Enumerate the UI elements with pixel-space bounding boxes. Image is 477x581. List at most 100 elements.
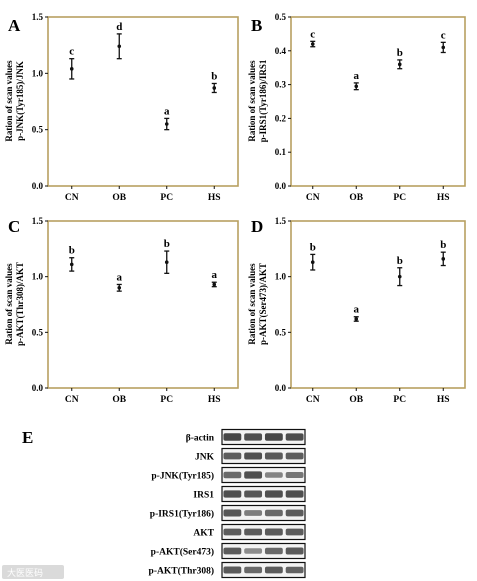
- blot-band: [223, 547, 242, 555]
- y-axis-label-line: Ration of scan values: [247, 263, 257, 345]
- blot-strip: [221, 428, 306, 446]
- blot-band: [285, 509, 304, 517]
- blot-row-label: p-AKT(Thr308): [149, 566, 214, 577]
- blot-band: [244, 566, 263, 574]
- plot-frame: [47, 220, 239, 389]
- y-axis-label-line: p-AKT(Ser473)/AKT: [258, 263, 268, 345]
- category-label: PC: [393, 193, 406, 203]
- data-point: [117, 44, 122, 49]
- blot-band: [244, 452, 263, 460]
- blot-band: [285, 433, 304, 441]
- y-tick-label: 0.5: [32, 327, 44, 337]
- y-tick-label: 1.5: [32, 12, 44, 22]
- blot-band: [223, 490, 242, 498]
- panel-letter: A: [8, 16, 21, 35]
- y-tick-label: 0.0: [275, 383, 287, 393]
- watermark-text: 大医医码: [7, 567, 43, 579]
- blot-band: [285, 547, 304, 555]
- significance-letter: b: [310, 241, 316, 253]
- category-label: HS: [208, 193, 221, 203]
- blot-strip: [221, 447, 306, 465]
- blot-band: [264, 509, 283, 517]
- blot-band: [264, 433, 283, 441]
- y-tick-label: 0.5: [275, 12, 287, 22]
- panel-letter: B: [251, 16, 262, 35]
- y-axis-label-line: p-JNK(Tyr185)/JNK: [15, 61, 25, 141]
- category-label: OB: [112, 193, 126, 203]
- y-tick-label: 0.3: [275, 80, 287, 90]
- blot-band: [285, 472, 304, 478]
- panel-letter: E: [22, 428, 33, 447]
- y-tick-label: 1.5: [32, 216, 44, 226]
- blot-band: [285, 452, 304, 460]
- significance-letter: b: [164, 238, 170, 250]
- blot-band: [264, 472, 283, 478]
- data-point: [164, 260, 169, 264]
- blot-row-label: p-JNK(Tyr185): [151, 471, 214, 482]
- data-point: [310, 260, 315, 264]
- blot-band: [244, 490, 263, 498]
- blot-band: [223, 528, 242, 536]
- blot-row-label: IRS1: [193, 491, 214, 501]
- y-axis-label-line: p-IRS1(Tyr186)/IRS1: [258, 59, 268, 142]
- data-point: [354, 317, 359, 321]
- data-point: [212, 282, 217, 287]
- y-tick-label: 0.4: [275, 46, 287, 56]
- blot-band: [244, 433, 263, 441]
- category-label: HS: [208, 395, 221, 405]
- chart-panel-b: B 0.0 0.1 0.2 0.3 0.4 0.5 Ration of scan values…: [247, 12, 466, 203]
- blot-row-label: JNK: [195, 453, 215, 463]
- category-label: HS: [437, 395, 450, 405]
- category-label: OB: [349, 395, 363, 405]
- plot-frame: [47, 16, 239, 187]
- blot-band: [223, 566, 242, 574]
- watermark: 大医医码: [2, 565, 64, 579]
- y-axis-label: Ration of scan valuesp-IRS1(Tyr186)/IRS1: [247, 59, 268, 142]
- blot-band: [285, 490, 304, 498]
- y-axis-label-line: Ration of scan values: [4, 263, 14, 345]
- y-axis-label: Ration of scan valuesp-AKT(Thr308)/AKT: [4, 262, 25, 346]
- watermark-background: [2, 565, 64, 579]
- significance-letter: b: [211, 70, 217, 82]
- category-label: HS: [437, 193, 450, 203]
- category-label: OB: [112, 395, 126, 405]
- category-label: PC: [393, 395, 406, 405]
- data-point: [212, 86, 217, 90]
- y-axis-label-line: Ration of scan values: [247, 60, 257, 142]
- y-tick-label: 1.5: [275, 216, 287, 226]
- significance-letter: a: [117, 271, 123, 283]
- panel-letter: D: [251, 217, 263, 236]
- blot-row-label: β-actin: [186, 434, 215, 444]
- significance-letter: b: [440, 239, 446, 251]
- category-label: PC: [160, 193, 173, 203]
- data-point: [69, 67, 74, 71]
- blot-row-label: p-AKT(Ser473): [151, 547, 214, 558]
- y-axis-label: Ration of scan valuesp-JNK(Tyr185)/JNK: [4, 60, 25, 142]
- blot-band: [223, 433, 242, 441]
- chart-panel-a: A 0.0 0.5 1.0 1.5 Ration of scan valuesp-JNK(…: [4, 12, 239, 203]
- significance-letter: b: [397, 255, 403, 267]
- blot-row-label: p-IRS1(Tyr186): [150, 509, 214, 520]
- blot-band: [264, 547, 283, 555]
- category-label: PC: [160, 395, 173, 405]
- blot-strip: [221, 466, 306, 484]
- blot-strip: [221, 523, 306, 541]
- category-label: CN: [65, 193, 79, 203]
- blot-band: [223, 452, 242, 460]
- y-axis-label-line: Ration of scan values: [4, 60, 14, 142]
- y-tick-label: 0.0: [32, 383, 44, 393]
- blot-row-label: AKT: [193, 529, 214, 539]
- significance-letter: c: [441, 29, 446, 41]
- plot-frame: [290, 16, 466, 187]
- significance-letter: a: [212, 269, 218, 281]
- blot-band: [285, 528, 304, 536]
- blot-band: [244, 510, 263, 516]
- category-label: CN: [306, 395, 320, 405]
- significance-letter: d: [116, 21, 122, 33]
- y-tick-label: 0.5: [32, 125, 44, 135]
- y-tick-label: 0.5: [275, 327, 287, 337]
- y-axis-label-line: p-AKT(Thr308)/AKT: [15, 262, 25, 346]
- panel-letter: C: [8, 217, 20, 236]
- significance-letter: b: [397, 47, 403, 59]
